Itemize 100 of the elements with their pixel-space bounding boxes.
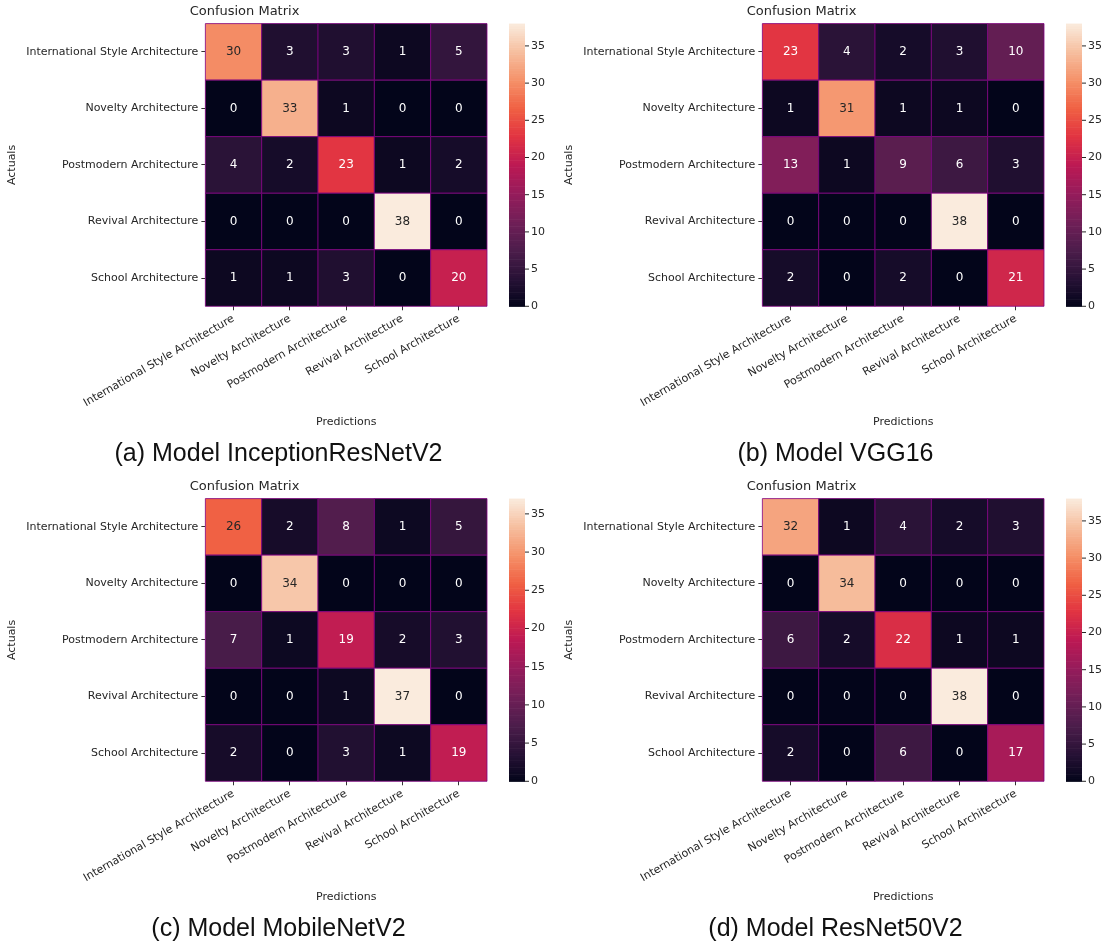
data-label: 1 xyxy=(342,100,351,115)
data-label: 7 xyxy=(229,632,238,647)
color-bar-label: 20 xyxy=(1088,150,1102,164)
data-label: 0 xyxy=(286,745,294,760)
color-bar-label: 25 xyxy=(531,113,545,127)
data-label: 3 xyxy=(455,632,463,647)
data-label: 38 xyxy=(951,213,968,228)
data-label: 23 xyxy=(338,157,354,172)
text: (a) Model InceptionResNetV2 xyxy=(113,438,444,467)
text: (b) Model VGG16 xyxy=(736,438,935,467)
data-label: 3 xyxy=(286,43,294,58)
data-label: 3 xyxy=(342,270,351,285)
data-label: 2 xyxy=(786,270,795,285)
data-label: 34 xyxy=(839,575,855,590)
color-bar-label: 0 xyxy=(531,774,538,788)
color-bar-label: 30 xyxy=(531,544,545,558)
data-label: 0 xyxy=(286,688,294,703)
data-label: 0 xyxy=(1012,213,1020,228)
y-tick-label: School Architecture xyxy=(648,745,756,759)
data-label: 1 xyxy=(342,688,351,703)
y-tick-label: Postmodern Architecture xyxy=(62,632,199,646)
color-bar-label: 30 xyxy=(1088,550,1102,564)
text: (c) Model MobileNetV2 xyxy=(150,913,407,942)
data-label: 4 xyxy=(229,157,238,172)
color-bar-label: 15 xyxy=(1088,187,1102,201)
color-bar-label: 30 xyxy=(531,75,545,89)
data-label: 2 xyxy=(899,43,908,58)
data-label: 1 xyxy=(398,157,407,172)
y-tick-label: Revival Architecture xyxy=(87,689,199,703)
data-label: 0 xyxy=(398,575,407,590)
data-label: 2 xyxy=(229,745,238,760)
x-axis-title: Predictions xyxy=(872,890,934,904)
data-label: 34 xyxy=(282,575,298,590)
y-tick-label: International Style Architecture xyxy=(583,44,756,58)
data-label: 6 xyxy=(955,157,964,172)
data-label: 1 xyxy=(843,518,851,533)
data-label: 0 xyxy=(955,270,964,285)
color-bar-label: 5 xyxy=(1088,736,1095,750)
color-bar-label: 25 xyxy=(1088,113,1102,127)
text: (d) Model ResNet50V2 xyxy=(707,913,964,942)
data-label: 4 xyxy=(899,518,908,533)
data-label: 3 xyxy=(342,745,351,760)
y-tick-label: School Architecture xyxy=(91,745,199,759)
data-label: 20 xyxy=(451,270,467,285)
y-tick-label: Novelty Architecture xyxy=(642,576,756,590)
data-label: 19 xyxy=(451,745,467,760)
data-label: 3 xyxy=(1012,157,1020,172)
x-axis-title: Predictions xyxy=(872,415,934,429)
chart-title: Confusion Matrix xyxy=(746,478,857,494)
data-label: 3 xyxy=(955,43,964,58)
data-label: 0 xyxy=(229,213,238,228)
color-bar-label: 10 xyxy=(1088,224,1102,238)
data-label: 0 xyxy=(899,213,908,228)
data-label: 37 xyxy=(394,688,411,703)
data-label: 0 xyxy=(398,270,407,285)
y-tick-label: Postmodern Architecture xyxy=(619,157,756,171)
data-label: 5 xyxy=(455,518,463,533)
data-label: 10 xyxy=(1008,43,1024,58)
y-tick-label: Revival Architecture xyxy=(644,214,756,228)
data-label: 21 xyxy=(1008,270,1024,285)
data-label: 2 xyxy=(899,270,908,285)
data-label: 0 xyxy=(455,213,463,228)
data-label: 0 xyxy=(342,575,351,590)
data-label: 0 xyxy=(955,575,964,590)
y-tick-label: Postmodern Architecture xyxy=(619,632,756,646)
data-label: 0 xyxy=(229,100,238,115)
color-bar-label: 35 xyxy=(1088,38,1102,52)
chart-title: Confusion Matrix xyxy=(189,478,300,494)
color-bar-label: 5 xyxy=(531,261,538,275)
color-bar-label: 20 xyxy=(531,150,545,164)
data-label: 1 xyxy=(229,270,238,285)
y-tick-label: School Architecture xyxy=(91,270,199,284)
color-bar-label: 20 xyxy=(1088,625,1102,639)
color-bar-label: 10 xyxy=(531,697,545,711)
data-label: 0 xyxy=(455,575,463,590)
data-label: 1 xyxy=(955,100,964,115)
y-tick-label: International Style Architecture xyxy=(583,519,756,533)
color-bar-label: 15 xyxy=(531,659,545,673)
data-label: 0 xyxy=(286,213,294,228)
data-label: 1 xyxy=(286,270,294,285)
y-axis-title: Actuals xyxy=(562,144,576,186)
color-bar-label: 0 xyxy=(531,299,538,313)
data-label: 38 xyxy=(951,688,968,703)
data-label: 2 xyxy=(786,745,795,760)
y-tick-label: Novelty Architecture xyxy=(85,101,199,115)
data-label: 0 xyxy=(342,213,351,228)
data-label: 0 xyxy=(843,270,851,285)
data-label: 19 xyxy=(338,632,354,647)
data-label: 2 xyxy=(843,632,851,647)
y-tick-label: International Style Architecture xyxy=(26,519,199,533)
y-tick-label: Revival Architecture xyxy=(644,689,756,703)
color-bar-label: 0 xyxy=(1088,299,1095,313)
data-label: 22 xyxy=(895,632,911,647)
data-label: 2 xyxy=(455,157,463,172)
color-bar-label: 5 xyxy=(1088,261,1095,275)
data-label: 17 xyxy=(1008,745,1024,760)
data-label: 1 xyxy=(955,632,964,647)
data-label: 0 xyxy=(1012,688,1020,703)
chart-title: Confusion Matrix xyxy=(746,3,857,19)
data-label: 6 xyxy=(899,745,908,760)
